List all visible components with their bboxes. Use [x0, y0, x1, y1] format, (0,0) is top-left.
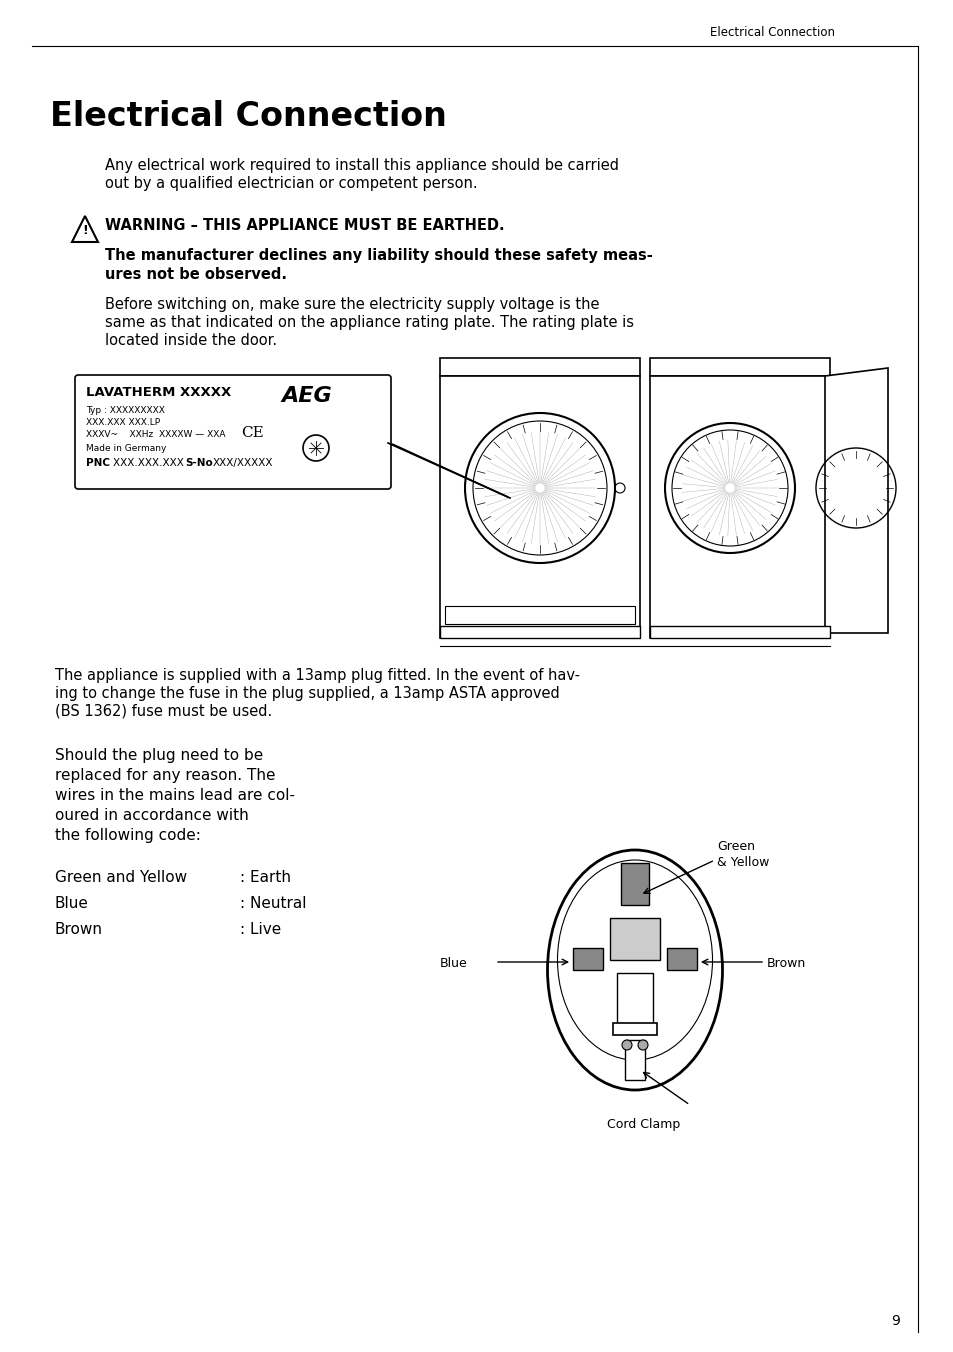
- Text: Electrical Connection: Electrical Connection: [709, 26, 834, 38]
- Text: 13A: 13A: [684, 927, 695, 949]
- Polygon shape: [824, 368, 887, 633]
- Ellipse shape: [547, 850, 721, 1090]
- Text: Electrical Connection: Electrical Connection: [50, 100, 446, 132]
- Text: ures not be observed.: ures not be observed.: [105, 266, 287, 283]
- Text: Green and Yellow: Green and Yellow: [55, 869, 187, 886]
- Circle shape: [621, 1040, 631, 1051]
- Text: Blue: Blue: [55, 896, 89, 911]
- Text: out by a qualified electrician or competent person.: out by a qualified electrician or compet…: [105, 176, 477, 191]
- Bar: [439, 626, 639, 638]
- Text: E: E: [593, 877, 600, 888]
- Text: XXX/XXXXX: XXX/XXXXX: [213, 458, 274, 468]
- Text: CE: CE: [241, 426, 263, 439]
- Bar: [649, 376, 829, 638]
- Text: same as that indicated on the appliance rating plate. The rating plate is: same as that indicated on the appliance …: [105, 315, 634, 330]
- Text: Blue: Blue: [439, 957, 467, 969]
- Bar: [439, 376, 639, 638]
- Text: Green: Green: [717, 840, 754, 853]
- Bar: [573, 948, 602, 969]
- Bar: [666, 948, 697, 969]
- Bar: [620, 863, 648, 904]
- Text: wires in the mains lead are col-: wires in the mains lead are col-: [55, 788, 294, 803]
- Text: XXX.XXX XXX.LP: XXX.XXX XXX.LP: [86, 418, 160, 427]
- Text: : Live: : Live: [240, 922, 281, 937]
- Text: N: N: [578, 955, 587, 965]
- Text: XXXV~    XXHz  XXXXW — XXA: XXXV~ XXHz XXXXW — XXA: [86, 430, 225, 439]
- Bar: [609, 918, 659, 960]
- Text: & Yellow: & Yellow: [717, 856, 768, 869]
- Text: AEG: AEG: [281, 387, 332, 406]
- Circle shape: [638, 1040, 647, 1051]
- Bar: [649, 626, 829, 638]
- Text: XXX.XXX.XXX: XXX.XXX.XXX: [112, 458, 191, 468]
- Bar: [613, 1023, 657, 1036]
- Text: located inside the door.: located inside the door.: [105, 333, 276, 347]
- Text: (BS 1362) fuse must be used.: (BS 1362) fuse must be used.: [55, 704, 272, 719]
- Text: !: !: [82, 224, 88, 238]
- Text: Brown: Brown: [766, 957, 805, 969]
- Text: Should the plug need to be: Should the plug need to be: [55, 748, 263, 763]
- Text: Cord Clamp: Cord Clamp: [606, 1118, 679, 1132]
- Text: WARNING – THIS APPLIANCE MUST BE EARTHED.: WARNING – THIS APPLIANCE MUST BE EARTHED…: [105, 218, 504, 233]
- Bar: [617, 973, 652, 1028]
- Text: The appliance is supplied with a 13amp plug fitted. In the event of hav-: The appliance is supplied with a 13amp p…: [55, 668, 579, 683]
- Text: : Neutral: : Neutral: [240, 896, 306, 911]
- Bar: [624, 1040, 644, 1080]
- Bar: [444, 606, 635, 625]
- Text: replaced for any reason. The: replaced for any reason. The: [55, 768, 275, 783]
- Text: Made in Germany: Made in Germany: [86, 443, 166, 453]
- Text: 9: 9: [890, 1314, 899, 1328]
- Text: Typ : XXXXXXXXX: Typ : XXXXXXXXX: [86, 406, 165, 415]
- Text: ing to change the fuse in the plug supplied, a 13amp ASTA approved: ing to change the fuse in the plug suppl…: [55, 685, 559, 700]
- Text: The manufacturer declines any liability should these safety meas-: The manufacturer declines any liability …: [105, 247, 652, 264]
- Text: oured in accordance with: oured in accordance with: [55, 808, 249, 823]
- Text: Brown: Brown: [55, 922, 103, 937]
- Text: Before switching on, make sure the electricity supply voltage is the: Before switching on, make sure the elect…: [105, 297, 598, 312]
- Text: : Earth: : Earth: [240, 869, 291, 886]
- Text: LAVATHERM XXXXX: LAVATHERM XXXXX: [86, 387, 231, 399]
- Text: the following code:: the following code:: [55, 827, 201, 844]
- Text: S-No: S-No: [185, 458, 213, 468]
- Text: Any electrical work required to install this appliance should be carried: Any electrical work required to install …: [105, 158, 618, 173]
- FancyBboxPatch shape: [75, 375, 391, 489]
- Text: PNC: PNC: [86, 458, 110, 468]
